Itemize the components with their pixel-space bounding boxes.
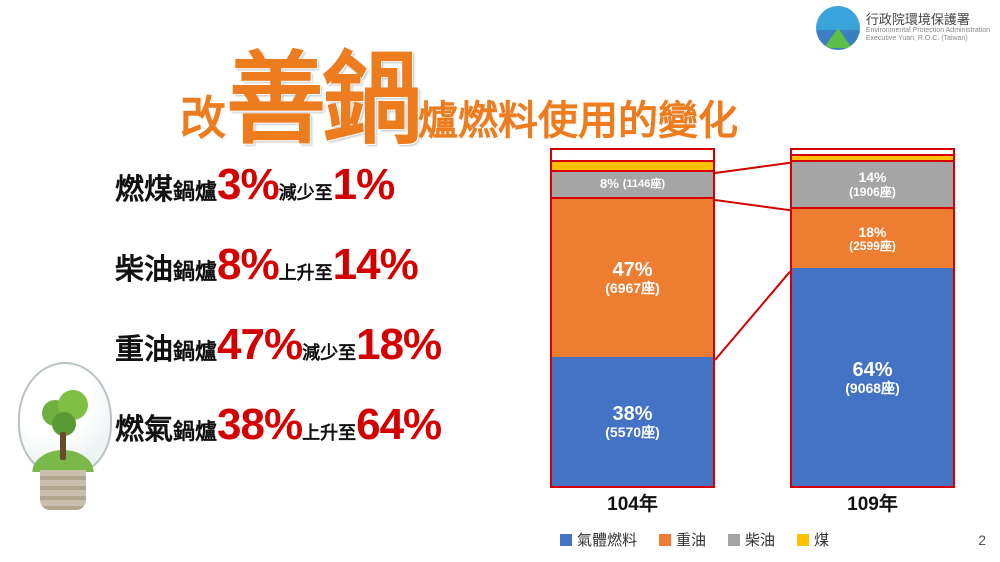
row-heavy-oil: 重油鍋爐47%減少至18%: [115, 320, 441, 370]
lightbulb-illustration: [8, 362, 118, 522]
segment-gas: 38%(5570座): [552, 357, 713, 486]
chart-legend: 氣體燃料 重油 柴油 煤: [560, 529, 829, 550]
legend-label: 煤: [814, 529, 829, 550]
legend-item-diesel: 柴油: [728, 529, 775, 550]
row-coal: 燃煤鍋爐3%減少至1%: [115, 160, 441, 210]
legend-swatch: [560, 534, 572, 546]
legend-label: 氣體燃料: [577, 529, 637, 550]
bar-109年: 64%(9068座)18%(2599座)14%(1906座): [790, 148, 955, 488]
legend-swatch: [659, 534, 671, 546]
legend-label: 重油: [676, 529, 706, 550]
connector-line: [715, 199, 790, 211]
segment-coal: [552, 160, 713, 170]
slide-title: 改善鍋爐燃料使用的變化: [180, 18, 738, 163]
org-name-en1: Environmental Protection Administration: [866, 27, 990, 35]
x-axis-label: 104年: [550, 489, 715, 516]
connector-line: [715, 162, 790, 174]
org-name-en2: Executive Yuan, R.O.C. (Taiwan): [866, 35, 990, 43]
org-name-zh: 行政院環境保護署: [866, 13, 990, 27]
epa-logo-icon: [816, 6, 860, 50]
connector-line: [714, 271, 791, 361]
segment-diesel: 14%(1906座): [792, 160, 953, 208]
legend-swatch: [797, 534, 809, 546]
segment-heavy_oil: 18%(2599座): [792, 207, 953, 268]
row-diesel: 柴油鍋爐8%上升至14%: [115, 240, 441, 290]
legend-item-heavy_oil: 重油: [659, 529, 706, 550]
legend-label: 柴油: [745, 529, 775, 550]
legend-item-coal: 煤: [797, 529, 829, 550]
segment-heavy_oil: 47%(6967座): [552, 197, 713, 357]
segment-gas: 64%(9068座): [792, 268, 953, 486]
legend-swatch: [728, 534, 740, 546]
page-number: 2: [978, 532, 986, 548]
row-gas: 燃氣鍋爐38%上升至64%: [115, 400, 441, 450]
segment-diesel: 8%(1146座): [552, 170, 713, 197]
x-axis-label: 109年: [790, 489, 955, 516]
org-logo-block: 行政院環境保護署 Environmental Protection Admini…: [816, 6, 990, 50]
legend-item-gas: 氣體燃料: [560, 529, 637, 550]
fuel-stacked-bar-chart: 38%(5570座)47%(6967座)8%(1146座)104年64%(906…: [540, 148, 970, 488]
change-summary-rows: 燃煤鍋爐3%減少至1% 柴油鍋爐8%上升至14% 重油鍋爐47%減少至18% 燃…: [115, 160, 441, 450]
bar-104年: 38%(5570座)47%(6967座)8%(1146座): [550, 148, 715, 488]
